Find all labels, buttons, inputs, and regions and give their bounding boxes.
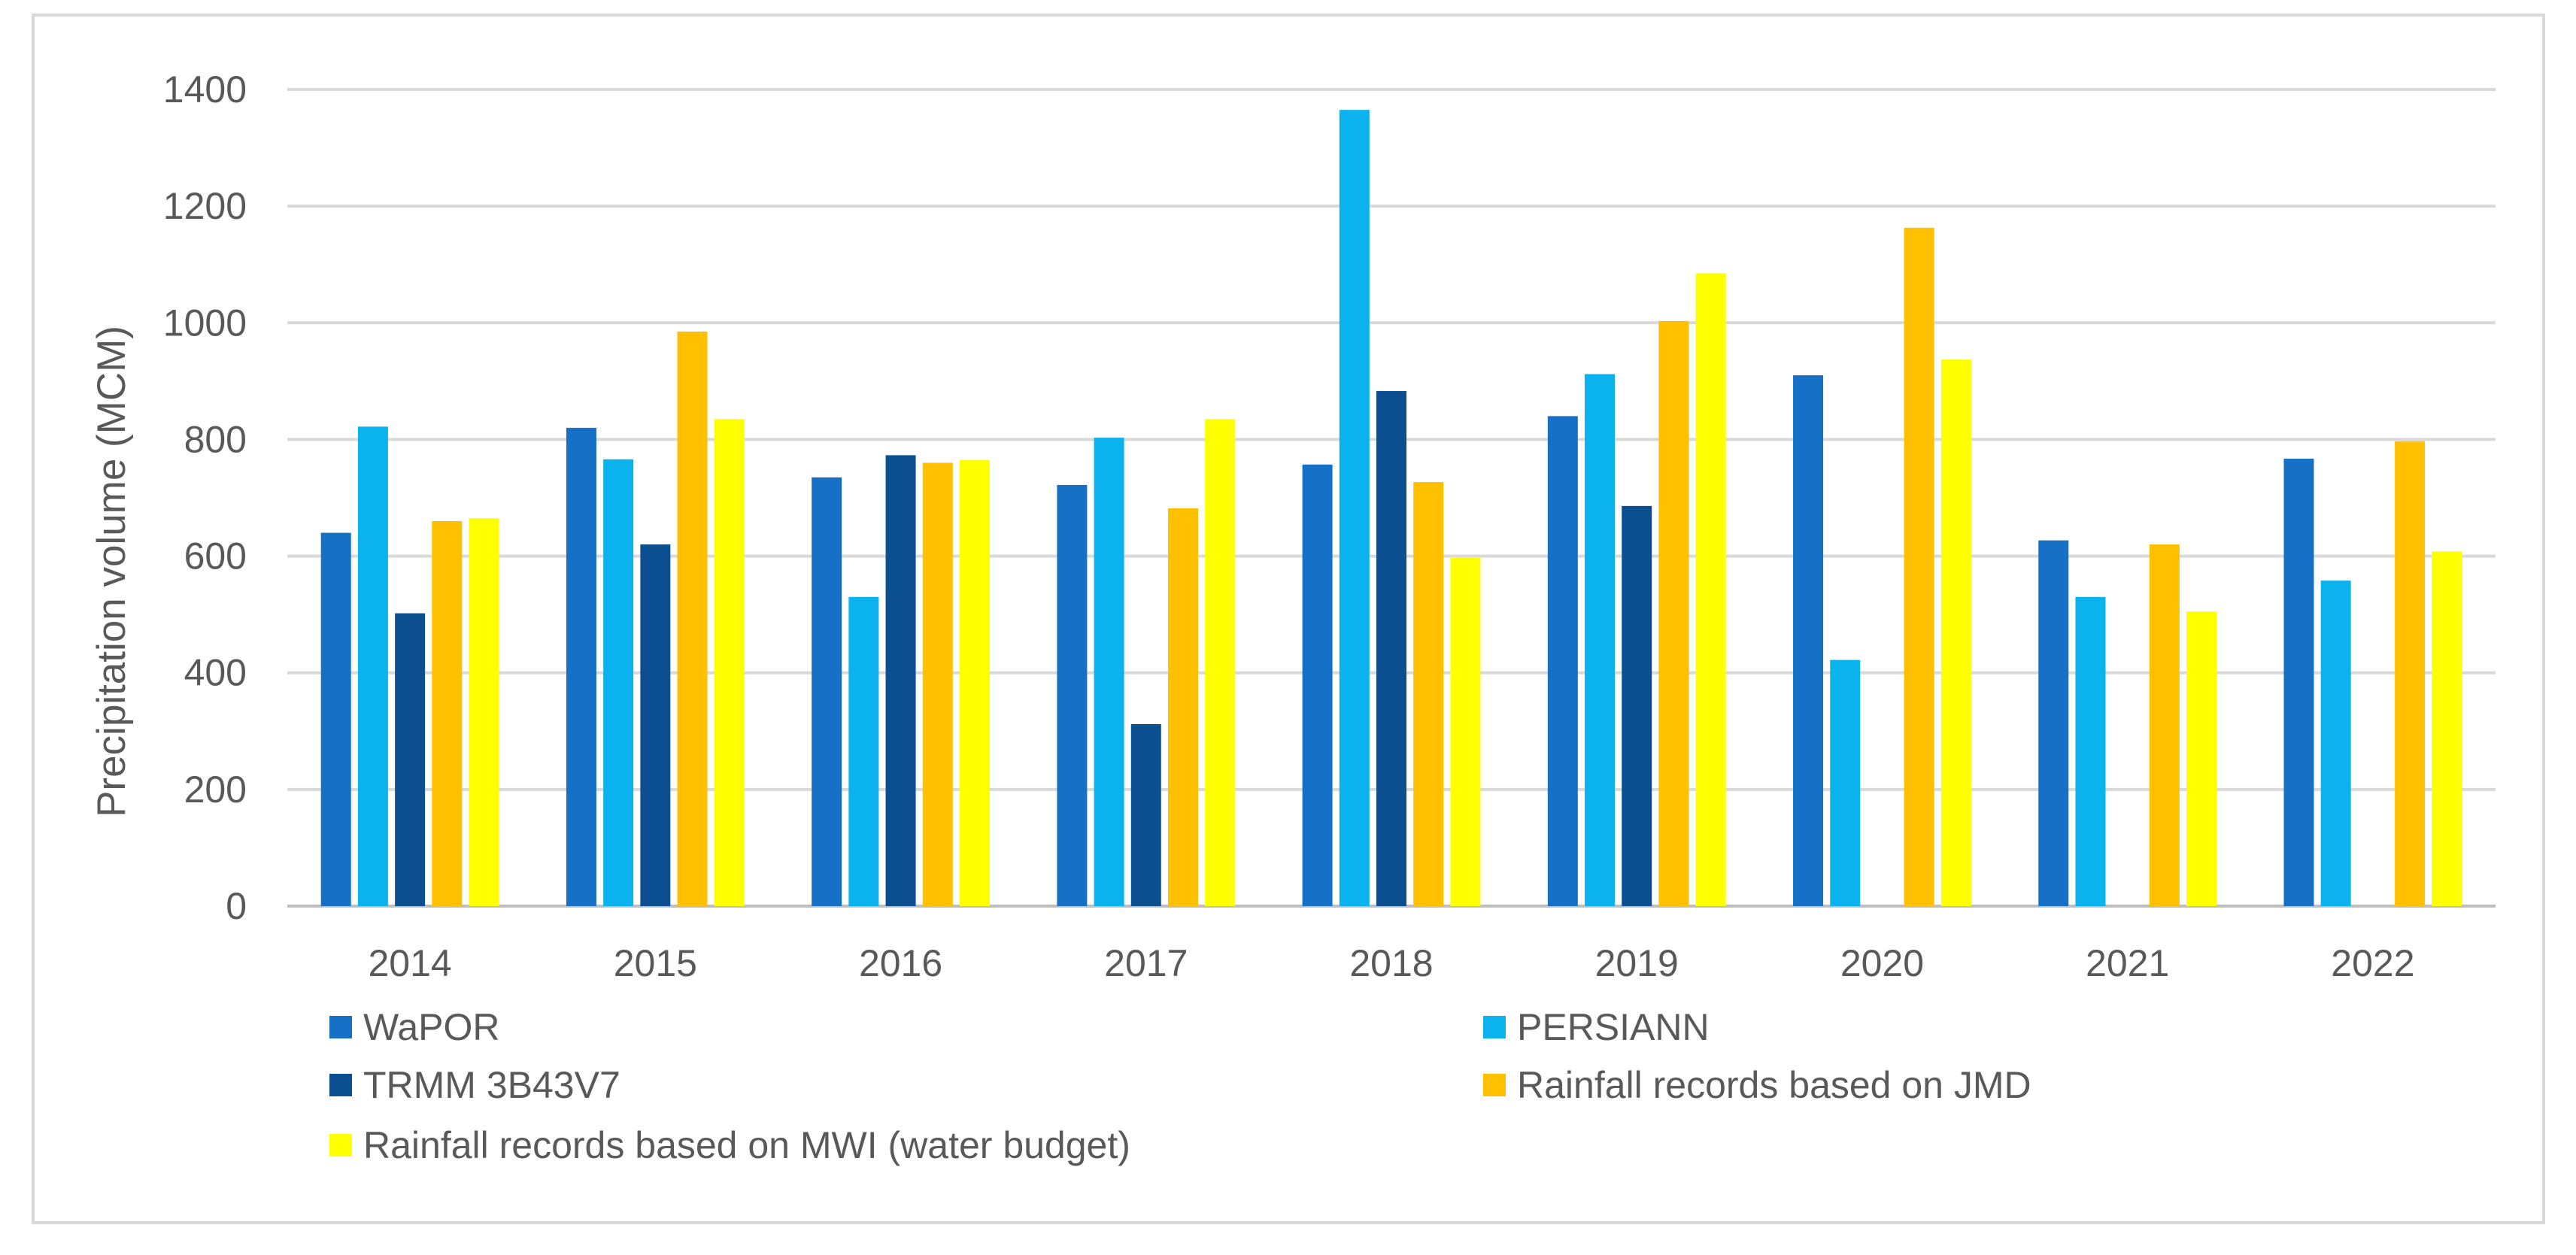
- bar-2016-series-1: [848, 596, 879, 906]
- x-tick-label: 2016: [859, 942, 942, 984]
- legend-label-2: TRMM 3B43V7: [363, 1064, 620, 1106]
- bar-2016-series-2: [885, 455, 916, 906]
- legend-label-0: WaPOR: [363, 1006, 500, 1048]
- legend-swatch-4: [329, 1134, 352, 1156]
- legend-swatch-1: [1483, 1016, 1506, 1038]
- bar-2021-series-3: [2149, 544, 2180, 906]
- bar-2020-series-3: [1904, 227, 1934, 906]
- bar-2019-series-4: [1695, 273, 1726, 907]
- y-tick-label: 800: [184, 418, 247, 460]
- bar-2020-series-1: [1830, 659, 1861, 906]
- bar-2014-series-1: [357, 426, 388, 906]
- y-tick-label: 400: [184, 652, 247, 694]
- bar-2019-series-2: [1622, 505, 1652, 906]
- x-tick-label: 2019: [1595, 942, 1679, 984]
- bar-2015-series-1: [603, 459, 634, 906]
- x-tick-label: 2015: [614, 942, 697, 984]
- bar-2021-series-4: [2186, 611, 2217, 906]
- y-axis-title: Precipitation volume (MCM): [90, 326, 134, 817]
- bar-2017-series-4: [1205, 419, 1236, 906]
- bar-2019-series-3: [1658, 320, 1689, 906]
- bar-2020-series-0: [1793, 375, 1824, 907]
- legend-label-3: Rainfall records based on JMD: [1517, 1064, 2031, 1106]
- x-tick-label: 2018: [1349, 942, 1433, 984]
- y-tick-label: 1000: [163, 302, 247, 344]
- legend-label-4: Rainfall records based on MWI (water bud…: [363, 1124, 1130, 1166]
- bar-2019-series-1: [1585, 374, 1616, 906]
- bar-2017-series-2: [1130, 723, 1161, 906]
- bar-2016-series-4: [959, 459, 990, 906]
- tick-labels: 0 200 400 600 800 1000 1200 1400 2014 2015 2016 201…: [163, 68, 2415, 984]
- bar-2015-series-4: [714, 419, 745, 906]
- bar-2021-series-0: [2038, 540, 2069, 906]
- bar-2022-series-3: [2395, 441, 2426, 906]
- bar-2017-series-0: [1057, 484, 1088, 906]
- y-tick-label: 0: [226, 885, 247, 927]
- x-tick-label: 2021: [2086, 942, 2169, 984]
- legend: WaPOR PERSIANN TRMM 3B43V7 Rainfall records…: [329, 1006, 2031, 1166]
- bar-2014-series-2: [395, 613, 426, 906]
- x-tick-label: 2022: [2331, 942, 2414, 984]
- bar-2016-series-0: [812, 477, 842, 906]
- bar-2014-series-4: [469, 518, 499, 906]
- x-tick-label: 2017: [1104, 942, 1188, 984]
- bar-2022-series-1: [2320, 581, 2351, 906]
- y-tick-label: 200: [184, 768, 247, 811]
- bar-2015-series-3: [677, 331, 708, 907]
- bar-2022-series-0: [2283, 459, 2314, 906]
- bar-2018-series-3: [1413, 482, 1444, 906]
- bar-2015-series-0: [566, 427, 596, 906]
- bar-2017-series-1: [1094, 438, 1124, 906]
- bar-2018-series-0: [1302, 464, 1333, 906]
- legend-swatch-3: [1483, 1074, 1506, 1096]
- bar-2018-series-1: [1339, 110, 1370, 906]
- bars: [320, 110, 2462, 907]
- y-tick-label: 600: [184, 535, 247, 577]
- legend-swatch-2: [329, 1074, 352, 1096]
- x-tick-label: 2014: [368, 942, 451, 984]
- x-tick-label: 2020: [1840, 942, 1924, 984]
- y-tick-label: 1200: [163, 185, 247, 227]
- bar-2022-series-4: [2432, 551, 2462, 906]
- bar-2019-series-0: [1547, 416, 1578, 906]
- bar-2017-series-3: [1167, 508, 1198, 906]
- bar-2014-series-3: [432, 521, 463, 906]
- y-tick-label: 1400: [163, 68, 247, 111]
- legend-label-1: PERSIANN: [1517, 1006, 1710, 1048]
- bar-2016-series-3: [922, 462, 953, 906]
- bar-2018-series-4: [1450, 557, 1481, 906]
- bar-2014-series-0: [320, 532, 351, 906]
- bar-2015-series-2: [640, 544, 671, 906]
- bar-2021-series-1: [2075, 596, 2106, 906]
- legend-swatch-0: [329, 1016, 352, 1038]
- bar-2018-series-2: [1376, 391, 1406, 906]
- bar-2020-series-4: [1940, 359, 1971, 906]
